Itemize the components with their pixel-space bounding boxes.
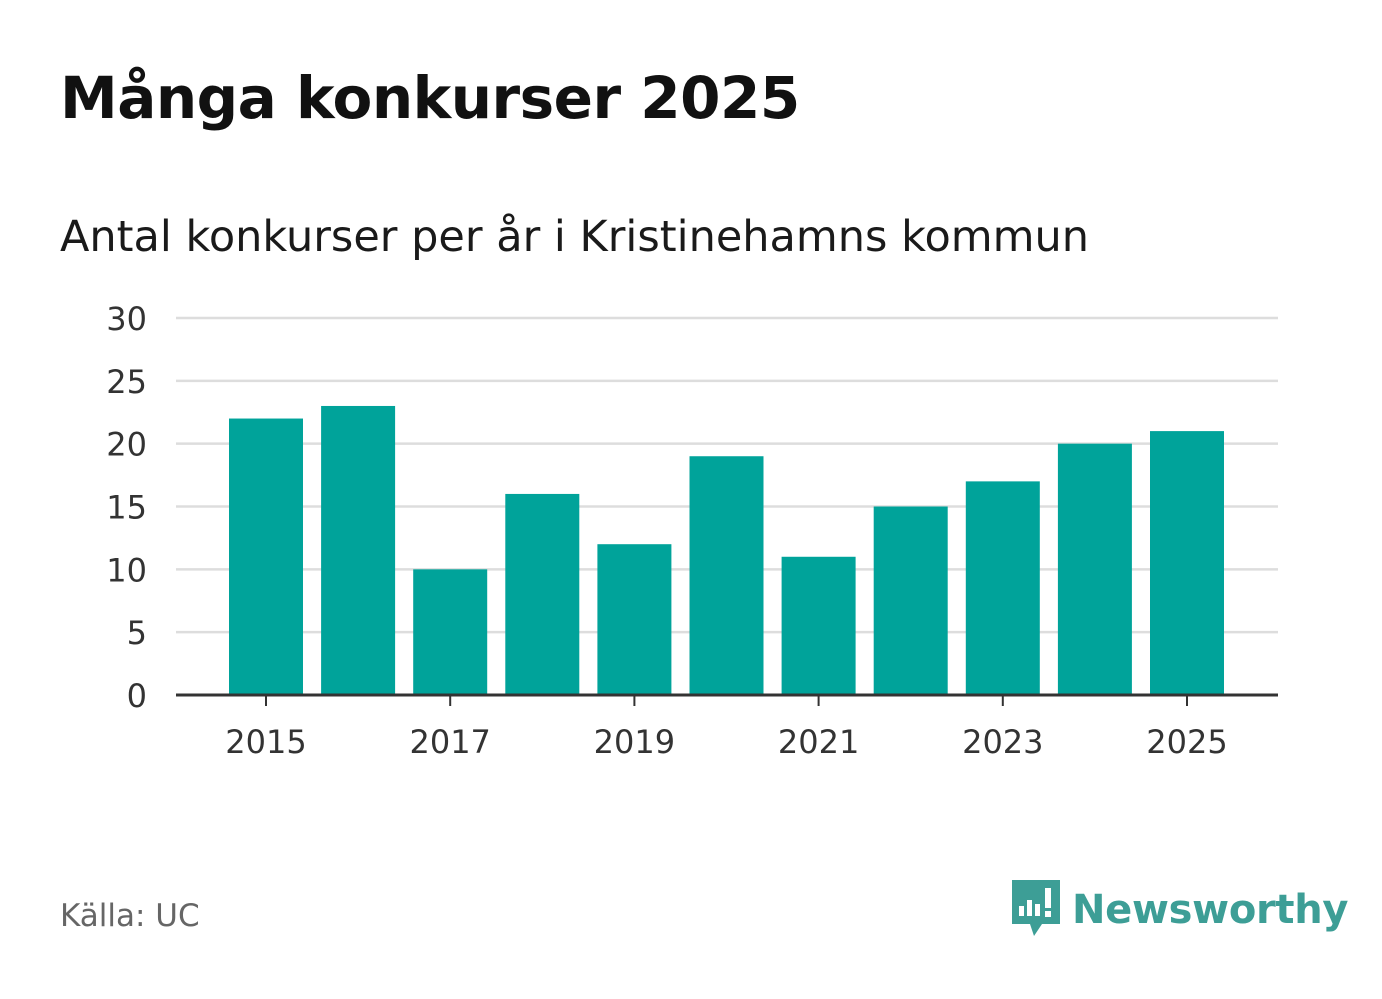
- bar-2025: [1150, 431, 1224, 695]
- y-axis-labels: 0 5 10 15 20 25 30: [106, 300, 147, 715]
- bar-2023: [965, 481, 1040, 695]
- brand-logo: Newsworthy: [1010, 878, 1349, 942]
- bar-2018: [505, 493, 580, 695]
- bar-2020: [689, 456, 764, 695]
- bars: [229, 405, 1224, 695]
- chart-title: Många konkurser 2025: [60, 64, 800, 132]
- x-tick-label-2017: 2017: [409, 723, 490, 761]
- bar-2016: [321, 405, 396, 695]
- x-tick-label-2015: 2015: [225, 723, 306, 761]
- x-tick-label-2019: 2019: [594, 723, 675, 761]
- y-tick-label-15: 15: [106, 489, 147, 527]
- brand-name: Newsworthy: [1072, 887, 1349, 933]
- y-tick-label-0: 0: [127, 677, 147, 715]
- x-tick-label-2021: 2021: [778, 723, 859, 761]
- y-tick-label-30: 30: [106, 300, 147, 338]
- chart-subtitle: Antal konkurser per år i Kristinehamns k…: [60, 212, 1090, 262]
- y-tick-label-25: 25: [106, 363, 147, 401]
- newsworthy-logo-icon: [1010, 878, 1062, 942]
- bar-2021: [781, 556, 856, 695]
- x-tick-label-2025: 2025: [1146, 723, 1227, 761]
- bar-2017: [413, 569, 488, 695]
- source-note: Källa: UC: [60, 898, 200, 934]
- y-tick-label-10: 10: [106, 551, 147, 589]
- x-axis: [176, 693, 1278, 706]
- bar-2015: [229, 418, 303, 695]
- x-axis-labels: 2015 2017 2019 2021 2023 2025: [225, 723, 1227, 761]
- y-tick-label-20: 20: [106, 426, 147, 464]
- bar-2024: [1057, 443, 1132, 695]
- bar-2019: [597, 544, 672, 695]
- bar-2022: [873, 506, 948, 695]
- x-tick-label-2023: 2023: [962, 723, 1043, 761]
- y-tick-label-5: 5: [127, 614, 147, 652]
